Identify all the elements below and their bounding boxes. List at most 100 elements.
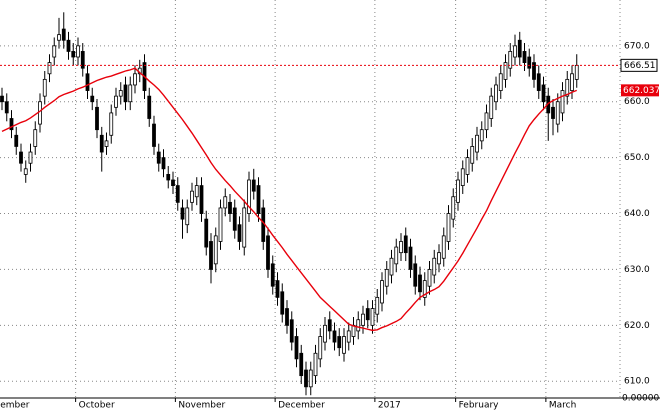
candle-body xyxy=(256,185,261,214)
candle-body xyxy=(99,134,104,153)
y-tick-label: 650.0 xyxy=(624,153,650,163)
candle-body xyxy=(190,190,194,203)
candle-body xyxy=(223,196,228,209)
candle-body xyxy=(365,308,370,321)
candle-body xyxy=(213,235,218,265)
candle-body xyxy=(90,95,95,103)
candle-body xyxy=(147,95,152,119)
candle-body xyxy=(42,78,47,97)
candle-body xyxy=(23,168,28,175)
candle-body xyxy=(489,95,494,119)
candle-body xyxy=(66,39,71,52)
candle-body xyxy=(289,319,294,343)
candle-body xyxy=(199,185,204,214)
x-tick-label: 2017 xyxy=(378,401,401,411)
candle-body xyxy=(109,112,114,136)
y-tick-label: 640.0 xyxy=(624,209,650,219)
candle-body xyxy=(294,336,299,360)
candle-body xyxy=(166,174,171,181)
candle-body xyxy=(427,269,432,287)
candle-body xyxy=(180,207,185,220)
candle-body xyxy=(356,319,361,332)
candle-body xyxy=(161,157,166,170)
candle-body xyxy=(551,106,555,119)
candle-body xyxy=(465,157,470,175)
candle-body xyxy=(399,241,403,254)
ma-value-box xyxy=(621,84,659,97)
candle-body xyxy=(332,330,337,343)
y-tick-label: 670.0 xyxy=(624,41,650,51)
candle-body xyxy=(413,263,418,287)
candle-body xyxy=(185,207,190,226)
candle-body xyxy=(370,308,375,326)
candle-body xyxy=(323,324,327,343)
x-tick-label: December xyxy=(278,401,325,411)
candle-body xyxy=(218,207,223,242)
y-tick-label: 620.0 xyxy=(624,321,650,331)
candle-body xyxy=(513,45,517,58)
candle-body xyxy=(484,112,489,131)
candle-body xyxy=(171,179,175,186)
candle-body xyxy=(114,95,118,108)
candle-body xyxy=(456,179,460,203)
candle-body xyxy=(446,213,451,242)
candle-body xyxy=(52,45,57,58)
candle-body xyxy=(28,151,33,164)
candle-body xyxy=(408,246,413,270)
candle-body xyxy=(441,235,446,259)
candle-body xyxy=(498,73,503,91)
candle-body xyxy=(14,134,19,147)
candle-body xyxy=(574,64,579,80)
candle-body xyxy=(275,280,280,298)
candle-body xyxy=(237,224,242,242)
candle-body xyxy=(57,34,61,41)
candle-body xyxy=(384,269,389,287)
candle-body xyxy=(19,151,23,164)
candle-body xyxy=(451,196,456,220)
candle-body xyxy=(337,336,342,349)
candle-body xyxy=(76,45,80,58)
candle-body xyxy=(304,369,308,388)
candle-body xyxy=(152,123,156,147)
x-tick-label: March xyxy=(549,401,576,411)
candle-body xyxy=(285,308,289,326)
x-tick-label: February xyxy=(459,401,500,411)
candle-body xyxy=(508,51,513,69)
candle-body xyxy=(522,51,527,64)
candle-body xyxy=(232,207,237,231)
x-tick-label: October xyxy=(79,401,115,411)
candle-body xyxy=(123,84,128,103)
candle-body xyxy=(565,78,570,97)
candle-body xyxy=(194,185,199,198)
candle-body xyxy=(128,84,133,103)
candle-body xyxy=(503,62,508,80)
candle-body xyxy=(560,90,565,114)
candle-body xyxy=(175,185,180,203)
candle-body xyxy=(104,140,109,147)
candle-body xyxy=(541,84,546,103)
candle-body xyxy=(247,179,251,214)
candle-body xyxy=(33,129,38,147)
last-price-box xyxy=(620,58,658,72)
candle-body xyxy=(280,291,285,315)
y-tick-label: 610.0 xyxy=(624,377,650,387)
candle-body xyxy=(475,134,479,153)
candle-body xyxy=(361,313,365,326)
candle-body xyxy=(4,101,9,114)
candle-body xyxy=(422,280,427,298)
candle-body xyxy=(71,51,76,58)
ma-value-label: 662.037 xyxy=(623,86,660,96)
candle-body xyxy=(418,274,422,293)
candle-body xyxy=(266,235,270,270)
candle-body xyxy=(460,168,465,186)
candle-body xyxy=(432,257,437,276)
candle-body xyxy=(527,56,532,69)
candle-body xyxy=(270,263,275,287)
candle-body xyxy=(570,73,574,91)
candle-body xyxy=(342,336,346,354)
candle-body xyxy=(204,218,209,248)
candle-body xyxy=(80,51,85,69)
x-tick-label: November xyxy=(178,401,225,411)
candle-body xyxy=(209,241,213,270)
